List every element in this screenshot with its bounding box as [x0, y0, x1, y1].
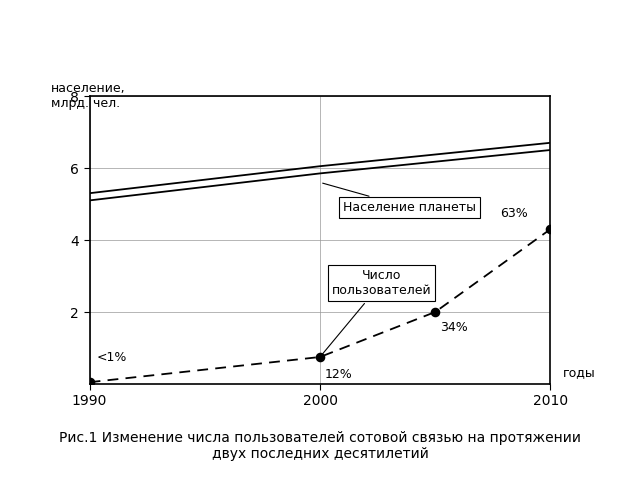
Text: Число
пользователей: Число пользователей [322, 269, 431, 355]
Text: 12%: 12% [324, 368, 353, 381]
Text: <1%: <1% [97, 351, 127, 364]
Text: Рис.1 Изменение числа пользователей сотовой связью на протяжении
двух последних : Рис.1 Изменение числа пользователей сото… [59, 431, 581, 461]
Point [315, 353, 325, 361]
Text: население,
млрд. чел.: население, млрд. чел. [51, 82, 126, 109]
Text: годы: годы [563, 366, 596, 379]
Text: Население планеты: Население планеты [323, 183, 476, 214]
Text: 63%: 63% [500, 207, 527, 220]
Point [430, 308, 440, 316]
Point [545, 226, 556, 233]
Text: 34%: 34% [440, 321, 468, 334]
Point [84, 378, 95, 386]
